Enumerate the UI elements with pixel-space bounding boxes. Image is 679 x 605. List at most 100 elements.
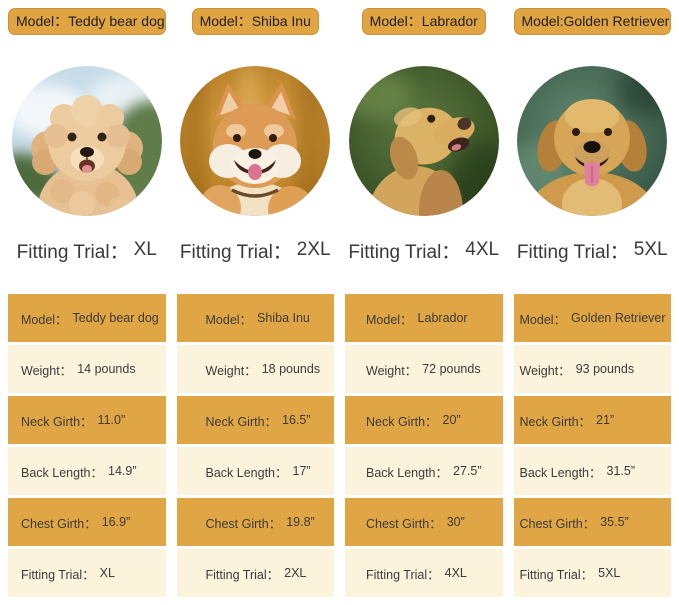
fitting-trial-line: Fitting Trial： 4XL — [348, 239, 500, 263]
row-label: Fitting Trial： — [205, 567, 280, 582]
golden-retriever-illustration — [517, 66, 668, 216]
table-row-neck-girth: Neck Girth： 20” — [345, 396, 503, 444]
table-row-model: Model： Teddy bear dog — [8, 294, 166, 342]
row-value: 17” — [292, 464, 311, 478]
table-row-neck-girth: Neck Girth： 16.5” — [176, 396, 334, 444]
row-value: 72 pounds — [422, 362, 481, 376]
spec-table: Model： Teddy bear dog Weight： 14 pounds … — [8, 294, 166, 597]
teddy-bear-dog-illustration — [11, 66, 162, 216]
table-row-weight: Weight： 18 pounds — [176, 345, 334, 393]
row-label: Fitting Trial： — [366, 567, 440, 582]
table-row-chest-girth: Chest Girth： 19.8” — [176, 498, 334, 546]
table-row-fitting-trial: Fitting Trial： XL — [8, 549, 166, 597]
row-value: 21” — [596, 413, 615, 427]
table-row-weight: Weight： 72 pounds — [345, 345, 503, 393]
row-value: 18 pounds — [261, 362, 321, 376]
teddy-bear-dog-photo — [11, 66, 162, 216]
fitting-trial-line: Fitting Trial： XL — [16, 239, 157, 263]
table-row-model: Model： Golden Retriever — [513, 294, 671, 342]
row-label: Weight： — [366, 363, 418, 378]
shiba-inu-photo — [180, 66, 331, 216]
fitting-trial-label: Fitting Trial： — [179, 241, 292, 263]
row-value: 4XL — [444, 566, 467, 580]
golden-retriever-photo — [517, 66, 668, 216]
row-value: 31.5” — [606, 464, 636, 478]
table-row-back-length: Back Length： 31.5” — [513, 447, 671, 495]
row-value: 14.9” — [108, 464, 137, 478]
row-value: Labrador — [417, 311, 468, 325]
model-badge: Model:Golden Retriever — [513, 8, 671, 35]
row-value: 5XL — [598, 566, 621, 580]
table-row-fitting-trial: Fitting Trial： 4XL — [345, 549, 503, 597]
column-labrador: Model： Labrador — [345, 8, 503, 605]
row-value: 93 pounds — [575, 362, 635, 376]
row-label: Neck Girth： — [519, 414, 592, 429]
model-badge: Model：Teddy bear dog — [8, 8, 166, 35]
fitting-trial-line: Fitting Trial： 2XL — [179, 239, 331, 263]
fitting-trial-label: Fitting Trial： — [348, 241, 461, 263]
labrador-illustration — [348, 66, 499, 216]
row-value: 19.8” — [286, 515, 315, 529]
table-row-chest-girth: Chest Girth： 30” — [345, 498, 503, 546]
row-value: 14 pounds — [77, 362, 136, 376]
row-label: Chest Girth： — [366, 516, 442, 531]
table-row-model: Model： Labrador — [345, 294, 503, 342]
table-row-fitting-trial: Fitting Trial： 2XL — [176, 549, 334, 597]
shiba-inu-illustration — [180, 66, 331, 216]
row-label: Neck Girth： — [21, 414, 93, 429]
row-value: Shiba Inu — [257, 311, 310, 325]
table-row-neck-girth: Neck Girth： 21” — [513, 396, 671, 444]
row-label: Weight： — [519, 363, 571, 378]
row-value: 27.5” — [453, 464, 482, 478]
table-row-neck-girth: Neck Girth： 11.0” — [8, 396, 166, 444]
table-row-chest-girth: Chest Girth： 35.5” — [513, 498, 671, 546]
row-label: Back Length： — [21, 465, 103, 480]
row-label: Chest Girth： — [21, 516, 97, 531]
row-label: Back Length： — [519, 465, 602, 480]
fitting-trial-line: Fitting Trial： 5XL — [516, 239, 668, 263]
column-golden-retriever: Model:Golden Retriever — [513, 8, 671, 605]
fitting-trial-size: 5XL — [633, 239, 668, 260]
row-label: Chest Girth： — [519, 516, 596, 531]
table-row-chest-girth: Chest Girth： 16.9” — [8, 498, 166, 546]
table-row-fitting-trial: Fitting Trial： 5XL — [513, 549, 671, 597]
row-value: 20” — [442, 413, 461, 427]
row-label: Neck Girth： — [205, 414, 278, 429]
row-label: Fitting Trial： — [21, 567, 95, 582]
table-row-back-length: Back Length： 17” — [176, 447, 334, 495]
row-value: 2XL — [284, 566, 307, 580]
row-label: Back Length： — [366, 465, 448, 480]
table-row-weight: Weight： 93 pounds — [513, 345, 671, 393]
fitting-trial-size: XL — [133, 239, 157, 260]
row-label: Model： — [366, 312, 413, 327]
row-value: 30” — [446, 515, 465, 529]
row-value: 11.0” — [97, 413, 126, 427]
table-row-back-length: Back Length： 27.5” — [345, 447, 503, 495]
row-value: Teddy bear dog — [72, 311, 159, 325]
spec-table: Model： Golden Retriever Weight： 93 pound… — [513, 294, 671, 597]
labrador-photo — [348, 66, 499, 216]
fitting-trial-size: 4XL — [465, 239, 500, 260]
row-value: 35.5” — [600, 515, 629, 529]
table-row-weight: Weight： 14 pounds — [8, 345, 166, 393]
fitting-trial-label: Fitting Trial： — [16, 241, 129, 263]
row-label: Model： — [21, 312, 68, 327]
row-value: XL — [99, 566, 115, 580]
model-badge: Model：Shiba Inu — [191, 8, 319, 35]
column-shiba-inu: Model： Shiba Inu — [176, 8, 334, 605]
spec-table: Model： Labrador Weight： 72 pounds Neck G… — [345, 294, 503, 597]
row-label: Model： — [519, 312, 567, 327]
row-label: Weight： — [21, 363, 73, 378]
table-row-model: Model： Shiba Inu — [176, 294, 334, 342]
row-label: Neck Girth： — [366, 414, 438, 429]
fitting-trial-label: Fitting Trial： — [516, 241, 629, 263]
row-label: Chest Girth： — [205, 516, 282, 531]
spec-table: Model： Shiba Inu Weight： 18 pounds Neck … — [176, 294, 334, 597]
row-label: Back Length： — [205, 465, 288, 480]
table-row-back-length: Back Length： 14.9” — [8, 447, 166, 495]
row-label: Model： — [205, 312, 253, 327]
column-teddy-bear-dog: Model： Teddy bear dog — [8, 8, 166, 605]
row-value: 16.9” — [101, 515, 131, 529]
row-value: 16.5” — [282, 413, 311, 427]
